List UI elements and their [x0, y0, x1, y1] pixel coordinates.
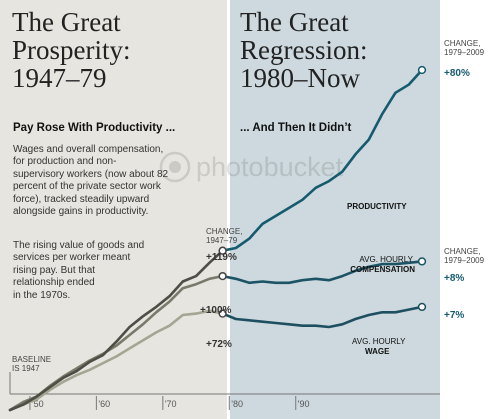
- change-1979-2009-header-middle-line-1: CHANGE,: [444, 247, 480, 256]
- change-compensation-1979-2009: +8%: [444, 273, 464, 284]
- left-panel-paragraph-2: The rising value of goods and services p…: [13, 240, 145, 301]
- watermark-camera-lens-icon: [169, 161, 181, 173]
- series-label-wage: AVG. HOURLY WAGE: [352, 337, 408, 356]
- series-label-wage-line-2: WAGE: [365, 347, 390, 356]
- series-layer: [8, 65, 427, 412]
- series-label-compensation: AVG. HOURLY COMPENSATION: [350, 255, 415, 274]
- x-tick-label: '50: [32, 399, 44, 409]
- change-1947-79-header-line-1: CHANGE,: [206, 227, 242, 236]
- change-1979-2009-header-middle: CHANGE, 1979–2009: [444, 247, 485, 265]
- point-productivity-1979: [218, 246, 227, 255]
- x-tick-label: '70: [165, 399, 177, 409]
- change-compensation-1947-79: +100%: [200, 305, 232, 316]
- change-1979-2009-header-top: CHANGE, 1979–2009: [444, 39, 485, 57]
- series-label-wage-line-1: AVG. HOURLY: [352, 337, 406, 346]
- point-wage-2009: [417, 302, 427, 312]
- series-label-productivity: PRODUCTIVITY: [347, 202, 407, 211]
- change-wage-1947-79: +72%: [206, 339, 232, 350]
- x-tick-label: '60: [98, 399, 110, 409]
- watermark: photobucket: [159, 151, 344, 183]
- x-tick-label: '90: [298, 399, 310, 409]
- change-1979-2009-header-middle-line-2: 1979–2009: [444, 256, 485, 265]
- point-productivity-2009: [417, 65, 427, 75]
- series-label-compensation-line-2: COMPENSATION: [350, 265, 415, 274]
- series-label-compensation-line-1: AVG. HOURLY: [359, 255, 413, 264]
- change-wage-1979-2009: +7%: [444, 310, 464, 321]
- right-panel-title: The Great Regression: 1980–Now: [240, 7, 368, 93]
- right-panel-background: [230, 0, 440, 419]
- point-wage-1979: [218, 309, 227, 318]
- change-productivity-1947-79: +119%: [206, 252, 237, 263]
- baseline-label-line-1: BASELINE: [12, 355, 51, 364]
- change-productivity-1979-2009: +80%: [444, 68, 470, 79]
- right-panel-subtitle: ... And Then It Didn’t: [240, 122, 352, 134]
- baseline-label: BASELINE IS 1947: [12, 355, 53, 373]
- change-1947-79-header: CHANGE, 1947–79: [206, 227, 245, 245]
- point-compensation-1979: [218, 271, 227, 281]
- left-panel-background: [0, 0, 227, 419]
- watermark-text: photobucket: [196, 152, 344, 182]
- series-line-productivity-1979-2009: [221, 68, 424, 252]
- point-compensation-2009: [417, 257, 427, 266]
- left-panel-title: The Great Prosperity: 1947–79: [12, 7, 131, 93]
- x-tick-label: '80: [231, 399, 243, 409]
- change-1947-79-header-line-2: 1947–79: [206, 236, 238, 245]
- left-panel-paragraph-1: Wages and overall compensation, for prod…: [13, 144, 169, 218]
- series-line-wage-1947-79: [8, 309, 224, 412]
- series-line-productivity-1947-79: [8, 249, 224, 412]
- x-axis-ticks: '50'60'70'80'90'00: [29, 396, 310, 410]
- left-panel-subtitle: Pay Rose With Productivity ...: [13, 122, 176, 134]
- watermark-camera-icon: [159, 151, 191, 183]
- series-line-wage-1979-2009: [221, 305, 424, 329]
- change-1979-2009-header-top-line-1: CHANGE,: [444, 39, 480, 48]
- change-1979-2009-header-top-line-2: 1979–2009: [444, 48, 485, 57]
- baseline-label-line-2: IS 1947: [12, 364, 40, 373]
- series-line-compensation-1979-2009: [221, 260, 424, 285]
